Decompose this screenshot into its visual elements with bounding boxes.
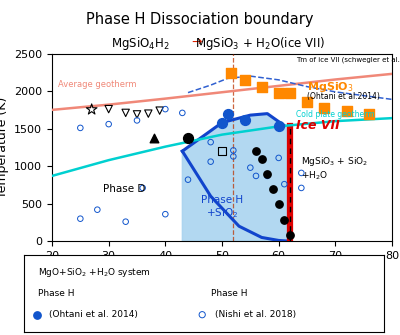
Point	[276, 123, 282, 128]
Point	[287, 232, 293, 238]
Point	[258, 84, 265, 89]
Text: Average geotherm: Average geotherm	[58, 80, 136, 89]
Point	[122, 110, 129, 116]
Point	[298, 170, 304, 176]
Text: MgO+SiO$_2$ +H$_2$O system: MgO+SiO$_2$ +H$_2$O system	[38, 266, 151, 279]
Point	[77, 216, 84, 221]
Point	[162, 107, 168, 112]
Point	[321, 105, 327, 110]
Text: MgSiO$_3$ + H$_2$O(ice VII): MgSiO$_3$ + H$_2$O(ice VII)	[195, 35, 325, 52]
Point	[344, 109, 350, 114]
Text: MgSiO$_4$H$_2$: MgSiO$_4$H$_2$	[111, 35, 169, 52]
Point	[156, 108, 163, 113]
Point	[179, 110, 186, 116]
Point	[276, 155, 282, 160]
Point	[94, 207, 100, 212]
Point	[276, 91, 282, 96]
Point	[224, 111, 231, 116]
Point	[242, 117, 248, 122]
Text: (Ohtani et al. 2014): (Ohtani et al. 2014)	[49, 310, 138, 319]
Point	[145, 111, 152, 116]
Point	[106, 122, 112, 127]
Point	[242, 77, 248, 82]
Point	[281, 182, 288, 187]
Point	[304, 100, 310, 105]
Point	[185, 177, 191, 182]
Point	[264, 171, 270, 176]
Point	[151, 135, 157, 140]
Text: $\rightarrow$: $\rightarrow$	[189, 35, 203, 48]
Point	[230, 148, 236, 153]
Text: Phase H Dissociation boundary: Phase H Dissociation boundary	[86, 12, 314, 27]
Point	[253, 148, 259, 154]
Point	[219, 120, 225, 125]
Point	[162, 211, 168, 217]
Point	[77, 125, 84, 131]
Text: Phase D: Phase D	[103, 185, 145, 194]
Point	[208, 159, 214, 164]
Text: MgSiO$_3$ + SiO$_2$
+H$_2$O: MgSiO$_3$ + SiO$_2$ +H$_2$O	[301, 155, 368, 183]
Point	[88, 107, 95, 112]
Point	[276, 201, 282, 206]
Text: (Ohtani et al.2014): (Ohtani et al.2014)	[307, 92, 380, 102]
Point	[270, 186, 276, 191]
Text: Phase H: Phase H	[38, 289, 75, 298]
Text: Tm of ice VII (schwegler et al. 2004): Tm of ice VII (schwegler et al. 2004)	[296, 57, 400, 63]
Point	[227, 70, 234, 76]
Point	[298, 185, 304, 191]
Point	[264, 173, 270, 179]
Point	[253, 173, 259, 179]
Point	[106, 107, 112, 112]
Point	[208, 139, 214, 145]
Point	[185, 135, 191, 140]
Point	[34, 312, 40, 317]
Y-axis label: Temperature (K): Temperature (K)	[0, 97, 8, 198]
Point	[140, 185, 146, 191]
Point	[219, 148, 225, 154]
Point	[134, 118, 140, 123]
Text: Ice VII: Ice VII	[296, 119, 340, 132]
Text: Phase H
+SiO$_2$: Phase H +SiO$_2$	[201, 195, 243, 220]
Point	[281, 217, 288, 223]
Text: Cold plate geotherm: Cold plate geotherm	[296, 111, 374, 119]
Point	[134, 112, 140, 117]
Point	[287, 91, 293, 96]
Text: Phase H: Phase H	[211, 289, 248, 298]
Point	[366, 112, 372, 117]
X-axis label: Pressure (GPa): Pressure (GPa)	[176, 266, 268, 279]
Point	[247, 165, 254, 170]
Point	[230, 154, 236, 159]
Point	[122, 219, 129, 224]
Text: MgSiO$_3$: MgSiO$_3$	[307, 80, 354, 93]
Text: (Nishi et al. 2018): (Nishi et al. 2018)	[215, 310, 296, 319]
Point	[199, 312, 206, 317]
Point	[258, 156, 265, 161]
Polygon shape	[182, 114, 290, 241]
